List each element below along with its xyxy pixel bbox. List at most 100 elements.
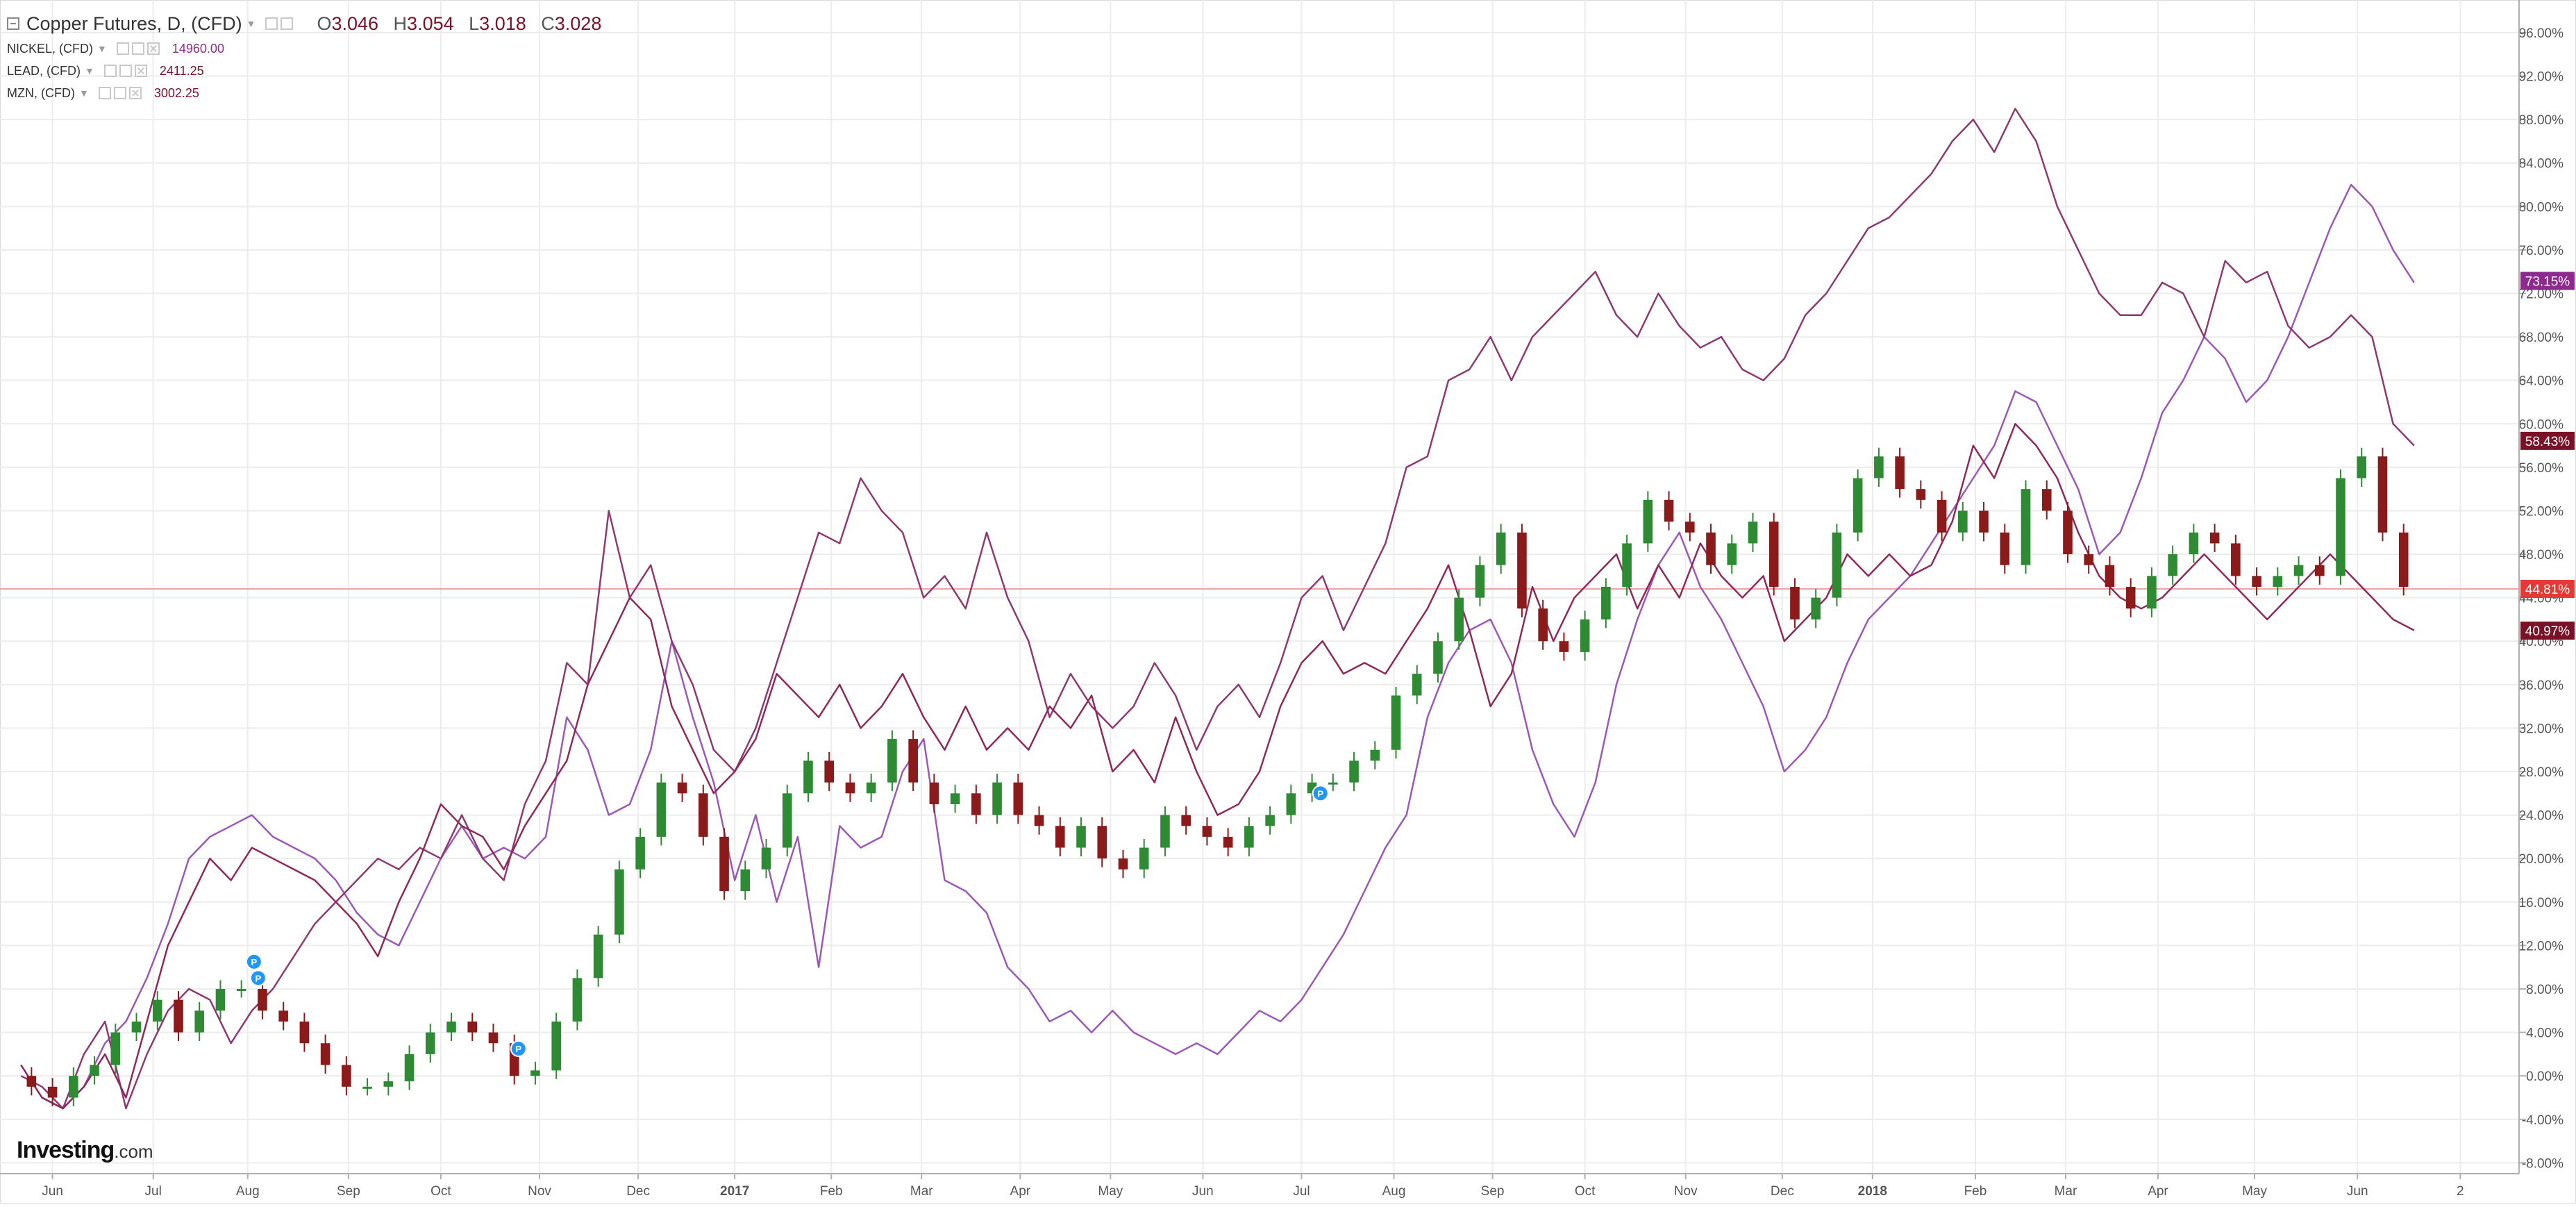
- x-tick-label: Feb: [1964, 1184, 1987, 1199]
- close-icon[interactable]: [128, 87, 142, 99]
- candle: [1684, 513, 1695, 542]
- overlay-name[interactable]: NICKEL, (CFD): [7, 41, 94, 56]
- candle: [1139, 839, 1149, 879]
- overlay-name[interactable]: MZN, (CFD): [7, 85, 75, 100]
- overlay-value: 14960.00: [172, 41, 224, 56]
- candle: [47, 1078, 58, 1106]
- event-marker[interactable]: P: [245, 953, 262, 970]
- candle-body: [824, 760, 835, 783]
- legend-row-lead[interactable]: LEAD, (CFD) ▼ 2411.25: [7, 60, 601, 82]
- candle: [866, 774, 876, 802]
- chevron-down-icon[interactable]: ▼: [246, 18, 256, 29]
- candle: [1622, 534, 1632, 596]
- legend-main-row[interactable]: Copper Futures, D, (CFD) ▼ O3.046 H3.054…: [7, 10, 601, 38]
- eye-icon[interactable]: [116, 42, 129, 55]
- close-icon[interactable]: [147, 42, 160, 55]
- overlay-value: 2411.25: [159, 63, 204, 78]
- chevron-down-icon[interactable]: ▼: [97, 43, 107, 54]
- candle: [362, 1078, 372, 1096]
- candle: [1202, 817, 1212, 846]
- candle-body: [1916, 489, 1926, 500]
- candle: [1286, 784, 1296, 824]
- candle-body: [110, 1032, 121, 1065]
- open-value: 3.046: [331, 13, 379, 34]
- candle: [446, 1013, 456, 1042]
- candle: [1118, 849, 1128, 879]
- candle-body: [761, 847, 771, 869]
- candle: [1517, 524, 1527, 617]
- event-marker-label: P: [1317, 788, 1323, 799]
- candle-body: [2252, 576, 2261, 587]
- close-icon[interactable]: [134, 65, 147, 77]
- main-series-title[interactable]: Copper Futures, D, (CFD): [26, 13, 242, 34]
- candle: [383, 1072, 394, 1096]
- candle-body: [404, 1054, 415, 1081]
- candle-body: [1496, 532, 1506, 565]
- candle: [1643, 491, 1653, 552]
- x-tick-label: Jul: [1293, 1184, 1310, 1199]
- event-marker[interactable]: P: [249, 969, 267, 987]
- legend-row-nickel[interactable]: NICKEL, (CFD) ▼ 14960.00: [7, 38, 601, 60]
- candle-body: [215, 988, 226, 1011]
- candle: [2398, 524, 2409, 596]
- y-tick-label: 80.00%: [2519, 200, 2564, 215]
- y-tick-label: -8.00%: [2522, 1156, 2564, 1171]
- candle-body: [2147, 576, 2157, 609]
- event-marker[interactable]: P: [510, 1040, 527, 1058]
- candle-body: [2336, 478, 2345, 576]
- candle-body: [236, 988, 246, 991]
- candle: [90, 1056, 99, 1085]
- candle-body: [1286, 793, 1296, 815]
- candle: [1181, 806, 1191, 835]
- candle-body: [2041, 489, 2052, 511]
- candle: [2084, 545, 2094, 574]
- chevron-down-icon[interactable]: ▼: [85, 65, 94, 76]
- y-tick-label: 76.00%: [2519, 244, 2564, 258]
- y-tick-label: 72.00%: [2519, 288, 2564, 302]
- candle-body: [1055, 826, 1065, 848]
- candle: [572, 969, 583, 1031]
- collapse-icon[interactable]: [7, 17, 19, 30]
- brand-logo[interactable]: Investing.com: [17, 1137, 153, 1164]
- eye-icon[interactable]: [103, 65, 117, 77]
- event-marker[interactable]: P: [1312, 785, 1329, 802]
- candle-body: [2357, 456, 2367, 478]
- candle-body: [635, 836, 645, 869]
- candle: [656, 774, 667, 846]
- candle: [1223, 828, 1233, 857]
- gear-icon[interactable]: [113, 87, 126, 99]
- x-tick-label: May: [1098, 1184, 1123, 1199]
- last-value-bg: [2520, 579, 2575, 598]
- chevron-down-icon[interactable]: ▼: [78, 88, 89, 99]
- legend-row-mzn[interactable]: MZN, (CFD) ▼ 3002.25: [7, 82, 601, 104]
- candle: [1160, 806, 1170, 857]
- gear-icon[interactable]: [281, 17, 294, 30]
- candle: [1412, 665, 1422, 704]
- eye-icon[interactable]: [98, 87, 111, 99]
- ohlc-values: O3.046 H3.054 L3.018 C3.028: [307, 13, 601, 35]
- close-value: 3.028: [554, 13, 602, 34]
- candle: [425, 1024, 435, 1063]
- candle-body: [1433, 641, 1443, 674]
- candle-body: [2084, 554, 2094, 565]
- last-value-label: 73.15%: [2520, 272, 2575, 290]
- candle-body: [69, 1076, 78, 1098]
- candle-body: [1118, 858, 1128, 869]
- gear-icon[interactable]: [119, 65, 132, 77]
- candle: [215, 980, 226, 1019]
- candle: [2252, 567, 2261, 596]
- candle-body: [614, 869, 624, 935]
- y-tick-label: -4.00%: [2522, 1113, 2564, 1128]
- candle: [2147, 567, 2157, 617]
- eye-icon[interactable]: [265, 17, 278, 30]
- candle: [887, 730, 897, 792]
- gear-icon[interactable]: [131, 42, 144, 55]
- candle-body: [2000, 532, 2010, 565]
- last-value-text: 40.97%: [2525, 624, 2570, 639]
- overlay-name[interactable]: LEAD, (CFD): [7, 63, 81, 78]
- candle-body: [2168, 554, 2177, 576]
- candle: [1727, 534, 1737, 574]
- candle: [1832, 524, 1842, 607]
